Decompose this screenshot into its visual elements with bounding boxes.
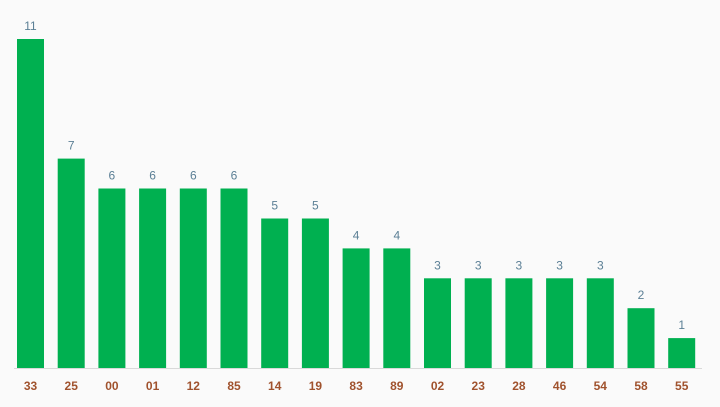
category-label-54: 54 <box>594 379 608 393</box>
category-label-02: 02 <box>431 379 445 393</box>
bar-25 <box>57 158 85 368</box>
value-label-28: 3 <box>516 258 523 272</box>
category-label-33: 33 <box>24 379 38 393</box>
category-labels-layer: 33 25 00 01 12 85 14 19 83 89 02 23 28 46 54 58 55 <box>24 379 689 393</box>
value-label-12: 6 <box>190 169 197 183</box>
category-label-00: 00 <box>105 379 119 393</box>
category-label-58: 58 <box>634 379 648 393</box>
category-label-46: 46 <box>553 379 567 393</box>
bar-19 <box>301 218 329 368</box>
value-label-55: 1 <box>678 318 685 332</box>
bar-14 <box>261 218 289 368</box>
category-label-55: 55 <box>675 379 689 393</box>
value-label-19: 5 <box>312 199 319 213</box>
bars-layer <box>17 39 696 368</box>
category-label-12: 12 <box>187 379 201 393</box>
value-label-89: 4 <box>393 228 400 242</box>
category-label-85: 85 <box>227 379 241 393</box>
value-label-25: 7 <box>68 139 75 153</box>
bar-28 <box>505 278 533 368</box>
category-label-19: 19 <box>309 379 323 393</box>
bar-23 <box>464 278 492 368</box>
bar-33 <box>17 39 44 368</box>
value-label-85: 6 <box>231 169 238 183</box>
category-label-23: 23 <box>472 379 486 393</box>
bar-12 <box>179 188 207 368</box>
value-label-33: 11 <box>24 19 37 33</box>
value-label-02: 3 <box>434 258 441 272</box>
bar-58 <box>627 308 655 368</box>
category-label-14: 14 <box>268 379 282 393</box>
value-labels-layer: 11 7 6 6 6 6 5 5 4 4 3 3 3 3 3 2 1 <box>24 19 685 332</box>
bar-55 <box>668 338 696 368</box>
category-label-89: 89 <box>390 379 404 393</box>
bar-89 <box>383 248 411 368</box>
bar-01 <box>139 188 167 368</box>
category-label-28: 28 <box>512 379 526 393</box>
bar-54 <box>586 278 614 368</box>
bar-83 <box>342 248 370 368</box>
bar-00 <box>98 188 126 368</box>
category-label-25: 25 <box>65 379 79 393</box>
category-label-01: 01 <box>146 379 160 393</box>
value-label-01: 6 <box>149 169 156 183</box>
value-label-54: 3 <box>597 258 604 272</box>
bar-02 <box>424 278 451 368</box>
value-label-46: 3 <box>556 258 563 272</box>
value-label-00: 6 <box>109 169 116 183</box>
category-label-83: 83 <box>349 379 363 393</box>
value-label-58: 2 <box>638 288 645 302</box>
value-label-23: 3 <box>475 258 482 272</box>
value-label-14: 5 <box>271 199 278 213</box>
bar-46 <box>546 278 574 368</box>
bar-85 <box>220 188 248 368</box>
value-label-83: 4 <box>353 228 360 242</box>
